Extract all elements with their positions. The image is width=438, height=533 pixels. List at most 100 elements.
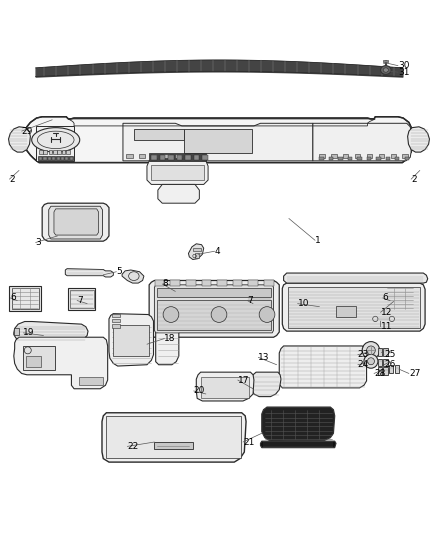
Bar bbox=[170, 280, 180, 286]
Bar bbox=[186, 280, 196, 286]
Bar bbox=[26, 356, 41, 367]
Bar bbox=[336, 306, 356, 317]
Polygon shape bbox=[408, 127, 429, 152]
Text: 7: 7 bbox=[77, 296, 83, 305]
Bar bbox=[160, 155, 165, 160]
Bar bbox=[177, 155, 182, 160]
Text: 8: 8 bbox=[162, 279, 168, 288]
Bar bbox=[248, 280, 258, 286]
Polygon shape bbox=[102, 413, 246, 462]
Bar bbox=[113, 325, 149, 356]
Polygon shape bbox=[288, 287, 420, 328]
Bar bbox=[195, 253, 199, 258]
Bar bbox=[57, 150, 61, 154]
Bar bbox=[331, 154, 336, 158]
Text: 7: 7 bbox=[247, 296, 253, 305]
Bar bbox=[112, 313, 120, 317]
Polygon shape bbox=[65, 269, 113, 277]
Polygon shape bbox=[25, 117, 413, 163]
Bar bbox=[403, 154, 408, 158]
Bar bbox=[184, 129, 252, 153]
Bar bbox=[155, 280, 164, 286]
Bar bbox=[202, 155, 208, 160]
Bar bbox=[157, 288, 272, 297]
Polygon shape bbox=[154, 285, 274, 333]
Polygon shape bbox=[122, 270, 144, 283]
Bar bbox=[319, 157, 324, 160]
Bar bbox=[57, 157, 60, 160]
Bar bbox=[386, 288, 413, 309]
Bar bbox=[194, 155, 199, 160]
Bar bbox=[378, 359, 382, 367]
Bar bbox=[52, 157, 55, 160]
Bar bbox=[14, 328, 19, 335]
Bar bbox=[106, 416, 241, 458]
Bar bbox=[376, 157, 381, 160]
Polygon shape bbox=[147, 161, 208, 184]
Bar bbox=[139, 154, 145, 158]
Ellipse shape bbox=[32, 128, 80, 152]
Polygon shape bbox=[252, 372, 281, 397]
Polygon shape bbox=[313, 123, 411, 161]
Bar bbox=[153, 442, 193, 449]
Bar bbox=[66, 150, 70, 154]
Text: 2: 2 bbox=[411, 175, 417, 184]
Bar bbox=[22, 346, 55, 370]
Bar bbox=[248, 290, 272, 309]
Polygon shape bbox=[279, 346, 367, 388]
Bar bbox=[319, 154, 325, 158]
Ellipse shape bbox=[367, 346, 375, 354]
Text: 26: 26 bbox=[384, 360, 396, 369]
Bar bbox=[149, 153, 206, 161]
Ellipse shape bbox=[383, 68, 389, 72]
Bar bbox=[70, 290, 94, 309]
Ellipse shape bbox=[381, 66, 391, 75]
Bar bbox=[343, 154, 348, 158]
Bar bbox=[79, 377, 103, 385]
Bar bbox=[329, 157, 333, 160]
Bar bbox=[48, 157, 51, 160]
Bar bbox=[151, 165, 204, 180]
Text: 2: 2 bbox=[10, 175, 15, 184]
Bar bbox=[65, 157, 68, 160]
Bar bbox=[378, 367, 382, 375]
Text: 17: 17 bbox=[238, 376, 249, 384]
Bar bbox=[395, 157, 399, 160]
Text: 22: 22 bbox=[127, 442, 138, 451]
Polygon shape bbox=[14, 321, 88, 342]
Text: 6: 6 bbox=[11, 294, 16, 302]
Text: 1: 1 bbox=[315, 236, 321, 245]
Bar bbox=[112, 319, 120, 322]
Bar bbox=[389, 365, 393, 373]
Bar bbox=[379, 154, 384, 158]
Bar bbox=[163, 154, 170, 158]
Bar bbox=[217, 280, 227, 286]
Bar bbox=[10, 286, 41, 311]
Text: 30: 30 bbox=[398, 61, 410, 70]
Bar bbox=[367, 157, 371, 160]
Polygon shape bbox=[109, 313, 153, 366]
Bar bbox=[357, 157, 362, 160]
Bar bbox=[70, 157, 73, 160]
Bar bbox=[175, 154, 182, 158]
Bar bbox=[38, 157, 73, 161]
Text: 23: 23 bbox=[358, 350, 369, 359]
Bar bbox=[384, 286, 416, 311]
Polygon shape bbox=[155, 320, 179, 365]
Text: 3: 3 bbox=[35, 238, 41, 247]
Text: 19: 19 bbox=[23, 328, 35, 337]
Bar bbox=[233, 280, 242, 286]
Ellipse shape bbox=[362, 342, 380, 359]
Bar bbox=[49, 150, 52, 154]
Text: 21: 21 bbox=[243, 438, 254, 447]
Bar bbox=[405, 157, 409, 160]
Bar bbox=[151, 155, 156, 160]
Bar bbox=[395, 365, 399, 373]
Bar bbox=[338, 157, 343, 160]
Bar bbox=[53, 150, 57, 154]
Bar bbox=[348, 157, 352, 160]
Ellipse shape bbox=[259, 306, 275, 322]
Bar bbox=[61, 157, 64, 160]
Bar bbox=[168, 155, 173, 160]
Bar bbox=[370, 316, 397, 322]
